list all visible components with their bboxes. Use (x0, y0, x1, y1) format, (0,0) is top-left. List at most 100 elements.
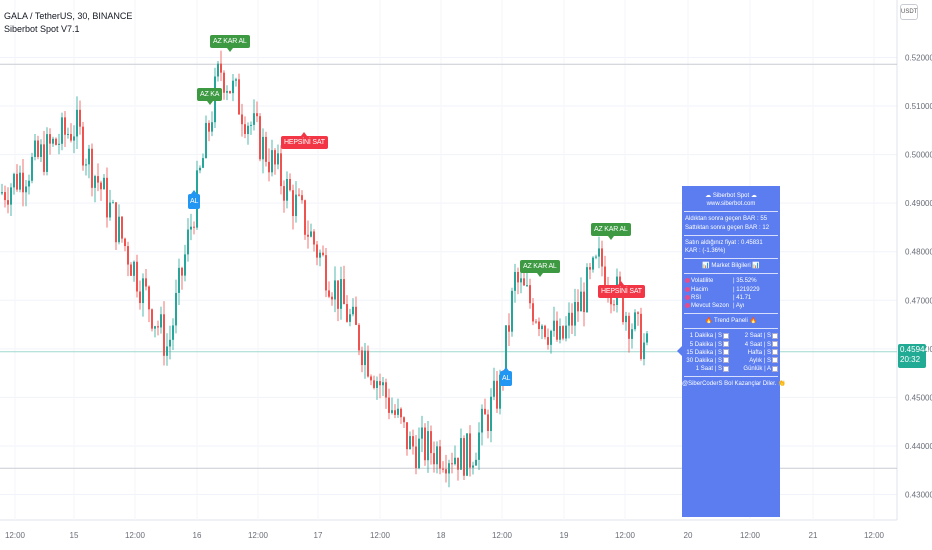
candle-body (130, 264, 132, 276)
status-icon (772, 365, 778, 372)
candle-body (148, 286, 150, 310)
panel-footer: @SiberCoderS Bol Kazançlar Diler. 👏 (682, 381, 786, 388)
candle-body (472, 465, 474, 468)
x-tick-label: 12:00 (5, 531, 26, 540)
candle-body (136, 261, 138, 292)
candle-body (433, 453, 435, 465)
candle-body (121, 216, 123, 239)
candle-body (451, 463, 453, 465)
candle-body (487, 414, 489, 432)
candle-body (565, 325, 567, 339)
candle-body (4, 192, 6, 201)
candle-body (568, 312, 570, 326)
candle-body (190, 226, 192, 230)
x-tick-label: 17 (314, 531, 323, 540)
status-icon (772, 341, 778, 348)
trend-item: 30 Dakika | S (682, 357, 729, 365)
candle-body (28, 180, 30, 187)
candle-body (46, 134, 48, 172)
candle-body (541, 325, 543, 330)
profit-value: KAR : (-1.36%) (685, 248, 726, 255)
candle-body (76, 109, 78, 137)
candle-body (106, 177, 108, 218)
siberbot-info-panel: ☁ Siberbot Spot ☁ www.siberbot.com Aldık… (682, 186, 786, 517)
candle-body (511, 290, 513, 332)
candle-body (199, 167, 201, 171)
candle-body (523, 278, 525, 286)
candle-body (412, 436, 414, 447)
candle-body (187, 229, 189, 255)
candle-body (388, 397, 390, 413)
candle-body (220, 63, 222, 73)
signal-label: AL (188, 190, 201, 209)
y-tick-label: 0.51000 (905, 102, 932, 111)
candle-body (385, 382, 387, 398)
candle-body (646, 333, 648, 343)
candle-body (337, 280, 339, 309)
candle-body (415, 446, 417, 469)
candle-body (526, 285, 528, 287)
current-price-value: 0.45944 (900, 345, 929, 354)
candle-body (490, 396, 492, 432)
candle-body (217, 63, 219, 77)
candle-body (499, 374, 501, 409)
candle-body (562, 326, 564, 339)
candle-body (439, 446, 441, 469)
candle-body (265, 136, 267, 162)
candle-body (547, 337, 549, 345)
candle-body (529, 285, 531, 304)
x-tick-label: 12:00 (125, 531, 146, 540)
indicator-title[interactable]: Siberbot Spot V7.1 (4, 24, 80, 34)
candle-body (133, 261, 135, 276)
candle-body (514, 271, 516, 291)
avg-buy-price: Satın aldığınız fiyat : 0.45831 (685, 239, 763, 246)
candle-body (553, 320, 555, 331)
signal-label: HEPSİNİ SAT (281, 132, 328, 149)
candle-body (91, 148, 93, 188)
x-tick-label: 18 (437, 531, 446, 540)
candle-body (208, 122, 210, 132)
candle-body (346, 304, 348, 322)
candle-body (142, 278, 144, 304)
trend-item: 5 Dakika | S (682, 341, 729, 349)
candle-body (73, 136, 75, 141)
candle-body (19, 172, 21, 190)
candle-body (94, 176, 96, 188)
trend-title: 🔥 Trend Paneli 🔥 (705, 318, 757, 325)
candle-body (232, 80, 234, 94)
candle-body (31, 156, 33, 181)
candle-body (613, 304, 615, 306)
candle-body (268, 161, 270, 173)
candle-body (70, 133, 72, 141)
candle-body (301, 195, 303, 201)
panel-pointer (677, 345, 683, 357)
candle-body (559, 326, 561, 340)
candle-body (400, 408, 402, 418)
candle-body (352, 306, 354, 315)
market-row: RSI | 41.71 (685, 294, 777, 302)
candle-body (82, 126, 84, 166)
candle-body (58, 143, 60, 145)
status-icon (772, 357, 778, 364)
candle-body (322, 252, 324, 256)
candle-body (304, 200, 306, 235)
trend-item: 15 Dakika | S (682, 349, 729, 357)
candle-body (7, 200, 9, 205)
y-tick-label: 0.49000 (905, 199, 932, 208)
info-icon (685, 286, 690, 292)
trend-item: 2 Saat | S (731, 332, 778, 340)
candle-body (37, 140, 39, 157)
candle-body (442, 468, 444, 470)
candle-body (403, 417, 405, 423)
candle-body (118, 216, 120, 243)
candle-body (391, 410, 393, 413)
candle-body (478, 432, 480, 460)
candle-body (397, 408, 399, 415)
candle-body (181, 267, 183, 276)
currency-button[interactable]: USDT (900, 4, 918, 20)
candle-body (625, 315, 627, 323)
candle-body (67, 133, 69, 135)
candle-body (34, 140, 36, 157)
candle-body (481, 408, 483, 433)
